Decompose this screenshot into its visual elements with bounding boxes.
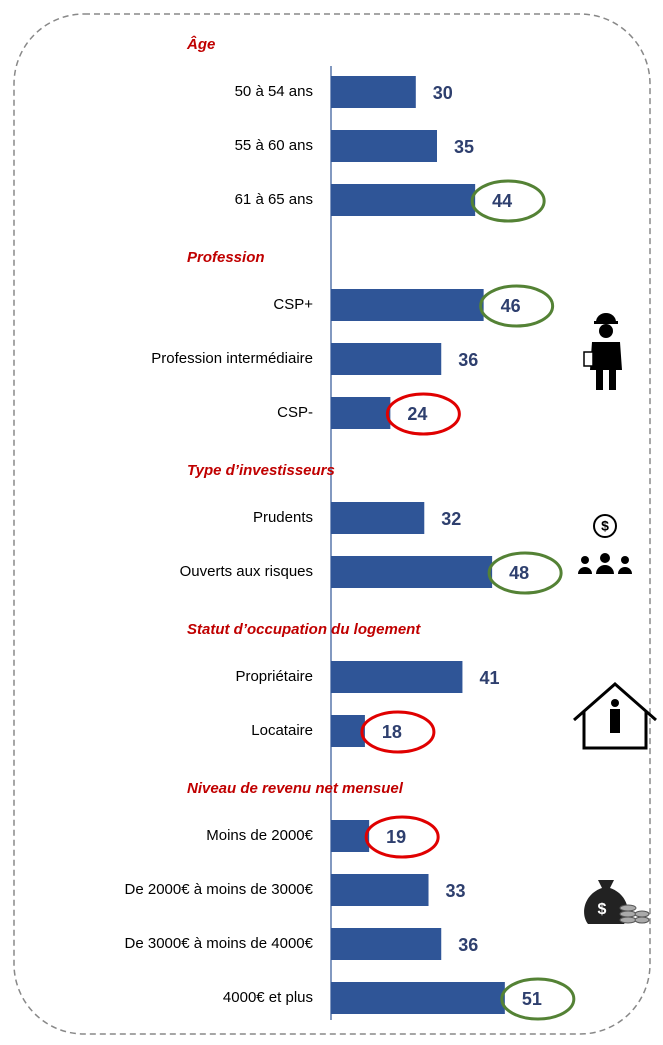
highlight-circle: [487, 551, 563, 595]
value-label: 44: [492, 191, 512, 211]
highlight-circle: [360, 710, 436, 754]
bar: [331, 76, 416, 108]
category-label: Propriétaire: [235, 668, 313, 685]
category-label: CSP+: [273, 296, 313, 313]
category-label: 55 à 60 ans: [235, 137, 313, 154]
category-label: Ouverts aux risques: [180, 563, 313, 580]
category-label: Moins de 2000€: [206, 827, 313, 844]
group-title: Profession: [187, 249, 265, 266]
value-label: 41: [479, 668, 499, 688]
dashed-frame: [13, 13, 651, 1035]
category-label: Profession intermédiaire: [151, 350, 313, 367]
money-icon: $: [584, 880, 650, 924]
category-label: De 3000€ à moins de 4000€: [125, 935, 314, 952]
bar: [331, 715, 365, 747]
bar: [331, 982, 505, 1014]
bar: [331, 556, 493, 588]
bar: [331, 502, 425, 534]
value-label: 18: [382, 722, 402, 742]
category-label: De 2000€ à moins de 3000€: [125, 881, 314, 898]
bar: [331, 289, 484, 321]
bar: [331, 928, 442, 960]
value-label: 48: [509, 563, 529, 583]
highlight-circle: [470, 179, 546, 223]
bar: [331, 130, 437, 162]
value-label: 51: [522, 989, 542, 1009]
bar: [331, 343, 442, 375]
bar: [331, 661, 463, 693]
bar: [331, 874, 429, 906]
highlight-circle: [479, 284, 555, 328]
value-label: 24: [407, 404, 427, 424]
group-title: Âge: [186, 35, 215, 53]
value-label: 36: [458, 350, 478, 370]
value-label: 33: [446, 881, 466, 901]
highlight-circle: [385, 392, 461, 436]
value-label: 36: [458, 935, 478, 955]
bar: [331, 397, 391, 429]
highlight-circle: [364, 815, 440, 859]
category-label: 50 à 54 ans: [235, 83, 313, 100]
category-label: 4000€ et plus: [223, 989, 313, 1006]
value-label: 46: [501, 296, 521, 316]
bar: [331, 184, 476, 216]
group-title: Niveau de revenu net mensuel: [187, 780, 404, 797]
group-title: Statut d’occupation du logement: [187, 621, 421, 638]
bar: [331, 820, 370, 852]
value-label: 19: [386, 827, 406, 847]
dollar-sign: $: [601, 518, 609, 534]
value-label: 32: [441, 509, 461, 529]
value-label: 30: [433, 83, 453, 103]
category-label: Prudents: [253, 509, 313, 526]
category-label: CSP-: [277, 404, 313, 421]
investor-icon: $: [578, 514, 632, 574]
category-label: 61 à 65 ans: [235, 191, 313, 208]
value-label: 35: [454, 137, 474, 157]
worker-icon: [583, 313, 622, 390]
highlight-circle: [500, 977, 576, 1021]
house-icon: [573, 682, 657, 750]
group-title: Type d’investisseurs: [187, 462, 335, 479]
category-label: Locataire: [251, 722, 313, 739]
dollar-sign: $: [598, 901, 607, 918]
